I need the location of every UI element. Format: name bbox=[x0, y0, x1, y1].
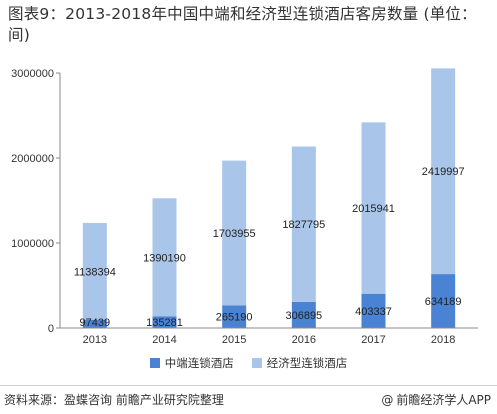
bar-midscale bbox=[291, 301, 316, 328]
data-label-economy: 2419997 bbox=[422, 166, 465, 178]
source-note: 资料来源：盈蝶咨询 前瞻产业研究院整理 bbox=[4, 393, 224, 407]
legend-swatch-midscale bbox=[149, 358, 160, 368]
brand-text: 前瞻经济学人APP bbox=[396, 393, 491, 407]
bar-economy bbox=[361, 122, 386, 294]
data-label-economy: 1703955 bbox=[213, 228, 256, 240]
legend-item-midscale: 中端连锁酒店 bbox=[149, 355, 234, 371]
x-tick-label: 2018 bbox=[431, 334, 455, 346]
y-tick-label: 3000000 bbox=[11, 68, 54, 80]
legend-label-economy: 经济型连锁酒店 bbox=[266, 356, 348, 370]
y-tick-label: 2000000 bbox=[11, 153, 54, 165]
x-axis: 2013 2014 2015 2016 2017 2018 bbox=[60, 327, 478, 346]
x-tick-label: 2014 bbox=[152, 334, 176, 346]
bar-midscale bbox=[431, 274, 456, 328]
legend-label-midscale: 中端连锁酒店 bbox=[164, 356, 234, 370]
bar-midscale bbox=[222, 305, 247, 328]
bar-midscale bbox=[361, 293, 386, 328]
data-label-economy: 1390190 bbox=[143, 252, 186, 264]
brand-logo-icon: @ bbox=[381, 392, 394, 407]
legend-item-economy: 经济型连锁酒店 bbox=[251, 355, 348, 371]
data-label-economy: 1827795 bbox=[282, 219, 325, 231]
data-label-midscale: 634189 bbox=[425, 296, 462, 308]
data-label-midscale: 97439 bbox=[80, 317, 111, 329]
data-labels-group: 97439 1138394 135281 1390190 265190 1703955 30… bbox=[74, 166, 465, 329]
x-tick-label: 2013 bbox=[83, 334, 107, 346]
x-tick-label: 2016 bbox=[292, 334, 316, 346]
bar-economy bbox=[82, 222, 107, 320]
x-tick-label: 2015 bbox=[222, 334, 246, 346]
bar-midscale bbox=[82, 319, 107, 328]
data-label-midscale: 306895 bbox=[285, 310, 322, 322]
bar-economy bbox=[222, 160, 247, 306]
y-tick-label: 0 bbox=[48, 323, 54, 335]
bar-economy bbox=[152, 198, 177, 317]
y-tick-label: 1000000 bbox=[11, 238, 54, 250]
data-label-economy: 2015941 bbox=[352, 203, 395, 215]
data-label-midscale: 265190 bbox=[216, 312, 253, 324]
data-label-midscale: 135281 bbox=[146, 317, 183, 329]
legend: 中端连锁酒店 经济型连锁酒店 bbox=[0, 355, 497, 371]
bar-midscale bbox=[152, 316, 177, 328]
brand-credit: @ 前瞻经济学人APP bbox=[381, 391, 491, 408]
y-axis: 0 1000000 2000000 3000000 bbox=[11, 68, 61, 335]
chart-area: 0 1000000 2000000 3000000 97439 1138394 13528… bbox=[11, 68, 478, 346]
data-label-economy: 1138394 bbox=[74, 266, 116, 278]
footer-divider bbox=[0, 385, 497, 386]
bar-economy bbox=[431, 68, 456, 275]
x-tick-label: 2017 bbox=[361, 334, 385, 346]
data-label-midscale: 403337 bbox=[355, 306, 392, 318]
bar-economy bbox=[291, 146, 316, 302]
chart-title: 图表9：2013-2018年中国中端和经济型连锁酒店客房数量 (单位：间) bbox=[8, 5, 477, 44]
legend-swatch-economy bbox=[251, 358, 262, 368]
bars-group bbox=[82, 68, 456, 328]
